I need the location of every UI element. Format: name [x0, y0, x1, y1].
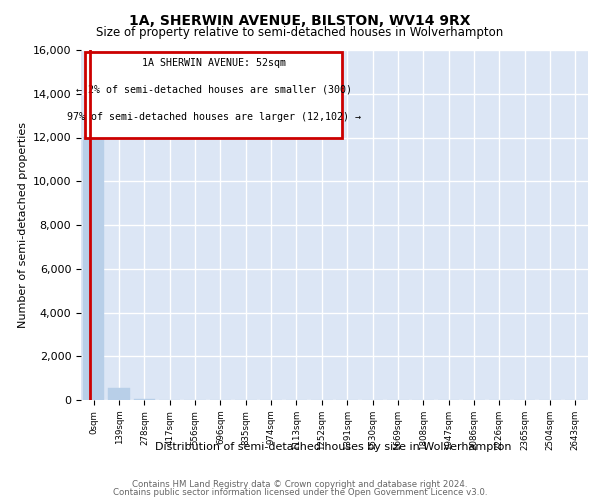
Text: ← 2% of semi-detached houses are smaller (300): ← 2% of semi-detached houses are smaller…	[76, 85, 352, 95]
Text: 1A SHERWIN AVENUE: 52sqm: 1A SHERWIN AVENUE: 52sqm	[142, 58, 286, 68]
Y-axis label: Number of semi-detached properties: Number of semi-detached properties	[19, 122, 28, 328]
Text: Contains HM Land Registry data © Crown copyright and database right 2024.: Contains HM Land Registry data © Crown c…	[132, 480, 468, 489]
Text: Distribution of semi-detached houses by size in Wolverhampton: Distribution of semi-detached houses by …	[155, 442, 511, 452]
Text: Contains public sector information licensed under the Open Government Licence v3: Contains public sector information licen…	[113, 488, 487, 497]
Bar	[83, 137, 104, 400]
Text: 1A, SHERWIN AVENUE, BILSTON, WV14 9RX: 1A, SHERWIN AVENUE, BILSTON, WV14 9RX	[129, 14, 471, 28]
FancyBboxPatch shape	[85, 52, 342, 138]
Text: Size of property relative to semi-detached houses in Wolverhampton: Size of property relative to semi-detach…	[97, 26, 503, 39]
Text: 97% of semi-detached houses are larger (12,102) →: 97% of semi-detached houses are larger (…	[67, 112, 361, 122]
Bar	[108, 388, 130, 400]
